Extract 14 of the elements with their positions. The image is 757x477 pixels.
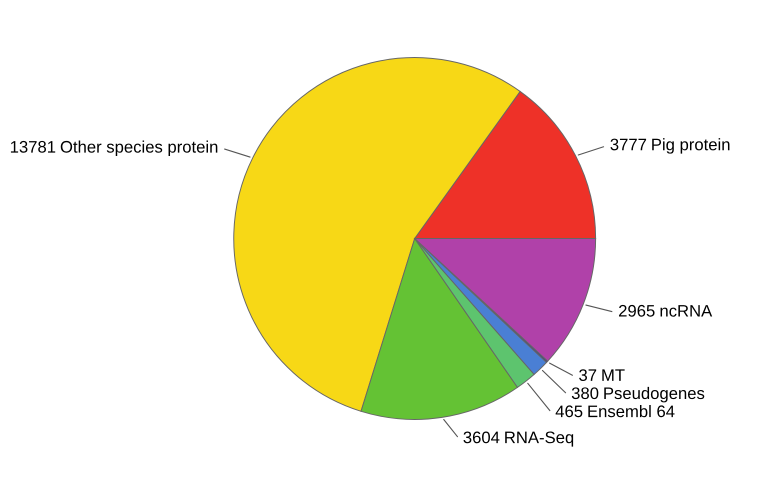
- slice-label: RNA-Seq: [505, 432, 574, 447]
- slice-label: Pseudogenes: [604, 386, 704, 402]
- data-label: 2965: [619, 304, 655, 317]
- data-label: 465: [556, 405, 582, 418]
- data-label: 13781: [10, 140, 56, 153]
- data-label: 37: [579, 369, 596, 382]
- slice-label: MT: [602, 369, 625, 381]
- slice-label: ncRNA: [660, 305, 712, 317]
- slice-label: Pig protein: [652, 138, 730, 154]
- slice-label: Ensembl 64: [588, 404, 675, 418]
- slice-label: Other species protein: [60, 140, 218, 156]
- data-label: 3604: [463, 432, 500, 444]
- data-label: 380: [572, 387, 598, 400]
- data-label: 3777: [610, 138, 646, 150]
